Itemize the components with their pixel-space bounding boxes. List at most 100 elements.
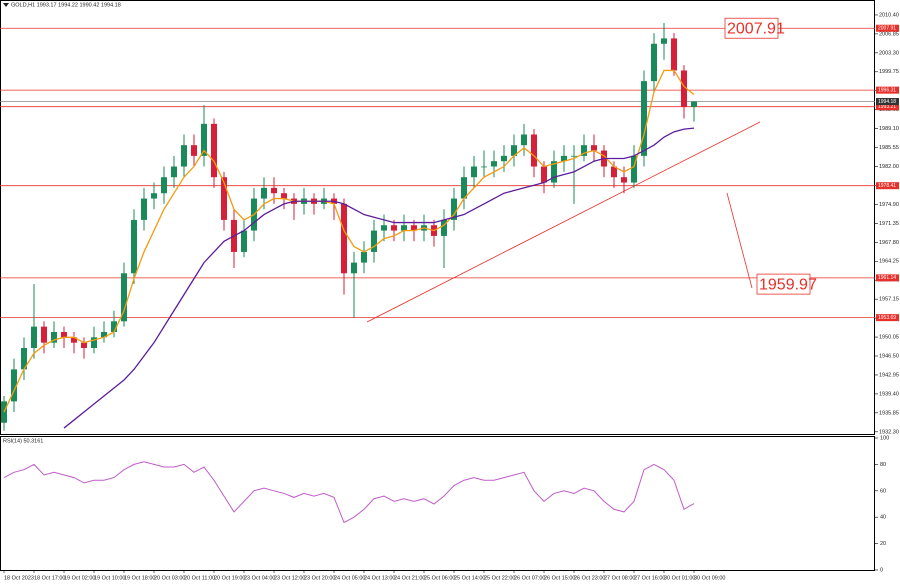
annotation-box	[756, 273, 811, 295]
candle-body	[641, 81, 647, 156]
level-tag	[876, 182, 899, 190]
x-tick-label: 30 Oct 09:00	[694, 575, 726, 581]
rsi-tick-label: 80	[880, 462, 886, 468]
moving-average	[3, 69, 695, 413]
x-tick-label: 20 Oct 03:00	[154, 575, 186, 581]
x-tick-label: 25 Oct 06:00	[424, 575, 456, 581]
level-label: 1993.21	[878, 104, 896, 110]
candle-body	[381, 225, 387, 231]
x-tick-label: 26 Oct 07:00	[514, 575, 546, 581]
level-label: 1978.41	[878, 183, 896, 189]
current-price-label: 1994.18	[878, 99, 896, 105]
candle-body	[631, 155, 637, 183]
candle-body	[241, 230, 247, 252]
candle-body	[461, 177, 467, 199]
candle-body	[351, 262, 357, 274]
candle-body	[521, 134, 527, 146]
y-tick-label: 1999.75	[879, 69, 899, 75]
price-pane	[0, 0, 875, 435]
level-tag	[876, 274, 899, 282]
candle-body	[141, 198, 147, 220]
candle-body	[691, 101, 697, 107]
candle-body	[191, 145, 197, 156]
x-tick-label: 23 Oct 04:00	[244, 575, 276, 581]
y-tick-label: 1985.55	[879, 145, 899, 151]
x-tick-label: 18 Oct 2023	[4, 575, 34, 581]
candle-body	[471, 166, 477, 178]
candle-body	[371, 230, 377, 252]
x-tick-label: 30 Oct 01:00	[664, 575, 696, 581]
candle-body	[401, 225, 407, 231]
annotation-box	[724, 17, 779, 39]
level-label: 2007.91	[878, 26, 896, 32]
candle-body	[501, 155, 507, 162]
header-arrow	[3, 3, 9, 7]
candle-body	[181, 145, 187, 167]
candle-body	[391, 225, 397, 231]
y-tick-label: 1957.15	[879, 297, 899, 303]
candle-body	[261, 187, 267, 199]
candle-body	[201, 123, 207, 156]
x-tick-label: 27 Oct 16:00	[634, 575, 666, 581]
rsi-pane	[0, 436, 875, 571]
x-tick-label: 23 Oct 12:00	[274, 575, 306, 581]
level-tag	[876, 103, 899, 111]
y-tick-label: 2010.40	[879, 12, 899, 18]
moving-average	[63, 127, 695, 429]
candle-body	[281, 193, 287, 199]
candle-body	[91, 337, 97, 348]
candle-body	[161, 177, 167, 194]
y-tick-label: 1950.05	[879, 335, 899, 341]
candle-body	[31, 326, 37, 348]
candle-body	[621, 177, 627, 183]
annotation-label: 2007.91	[727, 20, 785, 37]
x-tick-label: 26 Oct 15:00	[544, 575, 576, 581]
candle-body	[121, 273, 127, 322]
x-tick-label: 24 Oct 05:00	[334, 575, 366, 581]
x-tick-label: 23 Oct 20:00	[304, 575, 336, 581]
x-tick-label: 20 Oct 11:00	[184, 575, 215, 581]
candle-body	[531, 134, 537, 167]
candle-body	[411, 225, 417, 231]
y-tick-label: 1974.90	[879, 202, 899, 208]
level-label: 1961.14	[878, 275, 896, 281]
x-tick-label: 19 Oct 18:00	[124, 575, 156, 581]
y-tick-label: 1967.80	[879, 240, 899, 246]
candle-body	[441, 219, 447, 236]
y-tick-label: 1939.40	[879, 391, 899, 397]
y-tick-label: 1982.00	[879, 164, 899, 170]
candle-body	[61, 331, 67, 338]
candle-body	[11, 369, 17, 402]
x-tick-label: 24 Oct 21:00	[394, 575, 426, 581]
y-tick-label: 2006.85	[879, 31, 899, 37]
candle-body	[171, 166, 177, 178]
rsi-tick-label: 60	[880, 488, 886, 494]
candle-body	[581, 145, 587, 156]
level-label: 1996.31	[878, 87, 896, 93]
candle-body	[81, 342, 87, 348]
candle-body	[151, 193, 157, 199]
y-tick-label: 1935.85	[879, 410, 899, 416]
x-tick-label: 20 Oct 19:00	[214, 575, 246, 581]
trend-line	[366, 121, 761, 323]
rsi-tick-label: 100	[880, 435, 889, 441]
candle-body	[71, 337, 77, 343]
candle-body	[111, 321, 117, 332]
candle-body	[661, 38, 667, 44]
candle-body	[101, 331, 107, 338]
level-label: 1953.69	[878, 315, 896, 321]
x-tick-label: 26 Oct 23:00	[574, 575, 606, 581]
rsi-line	[3, 461, 695, 524]
candle-body	[21, 348, 27, 370]
candle-body	[341, 203, 347, 274]
candle-body	[221, 177, 227, 220]
candle-body	[671, 38, 677, 71]
candle-body	[681, 70, 687, 107]
y-tick-label: 1946.50	[879, 353, 899, 359]
candle-body	[611, 166, 617, 178]
candle-body	[41, 326, 47, 343]
level-tag	[876, 314, 899, 322]
candle-body	[1, 401, 7, 423]
x-tick-label: 24 Oct 13:00	[364, 575, 396, 581]
